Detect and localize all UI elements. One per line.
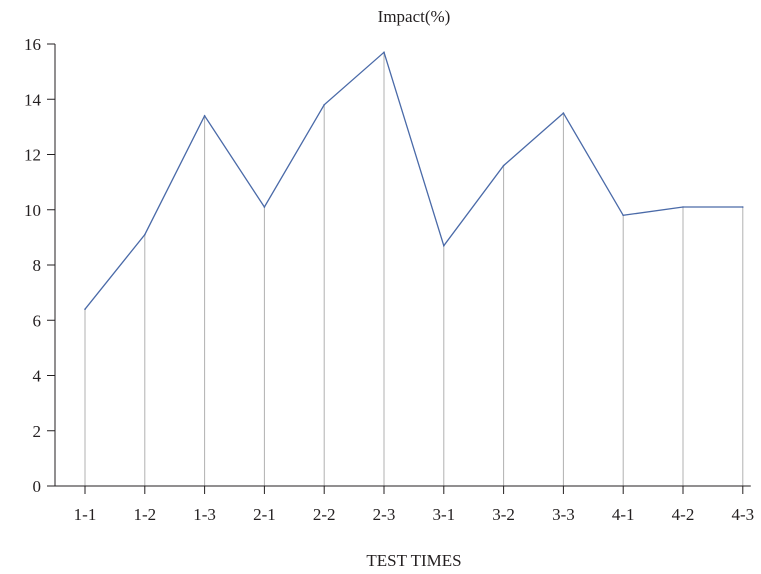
y-tick-label: 12 — [24, 146, 41, 165]
y-axis-ticks: 0 2 4 6 8 10 12 14 16 — [24, 35, 55, 496]
y-tick-label: 16 — [24, 35, 41, 54]
series-line — [84, 51, 743, 310]
x-tick-label: 4-2 — [672, 505, 695, 524]
data-point — [263, 206, 266, 208]
drop-lines — [84, 52, 744, 486]
x-tick-label: 3-2 — [492, 505, 515, 524]
x-axis-ticks: 1-1 1-2 1-3 2-1 2-2 2-3 3-1 3-2 3-3 4-1 4-2 4-3 — [74, 486, 754, 524]
data-point — [203, 115, 206, 117]
x-tick-label: 2-1 — [253, 505, 276, 524]
x-tick-label: 3-1 — [432, 505, 455, 524]
x-tick-label: 4-1 — [612, 505, 635, 524]
y-tick-label: 14 — [24, 90, 42, 109]
y-tick-label: 8 — [33, 256, 42, 275]
x-tick-label: 1-1 — [74, 505, 97, 524]
y-tick-label: 4 — [33, 367, 42, 386]
x-tick-label: 3-3 — [552, 505, 575, 524]
x-tick-label: 2-2 — [313, 505, 336, 524]
data-point — [443, 244, 445, 247]
data-series — [84, 51, 744, 311]
x-tick-label: 1-3 — [193, 505, 216, 524]
x-axis-title: TEST TIMES — [366, 551, 461, 570]
y-tick-label: 10 — [24, 201, 41, 220]
data-point — [144, 233, 146, 236]
data-point — [622, 214, 624, 217]
data-point — [323, 103, 326, 106]
y-tick-label: 2 — [33, 422, 42, 441]
data-point — [742, 206, 744, 208]
x-tick-label: 1-2 — [133, 505, 156, 524]
y-tick-label: 0 — [33, 477, 42, 496]
y-tick-label: 6 — [33, 311, 42, 330]
data-point — [682, 206, 684, 208]
x-tick-label: 4-3 — [731, 505, 754, 524]
data-point — [383, 51, 385, 54]
data-point — [562, 112, 565, 114]
x-tick-label: 2-3 — [373, 505, 396, 524]
data-point — [84, 308, 86, 311]
y-axis-title: Impact(%) — [378, 7, 451, 26]
axes — [54, 44, 751, 487]
data-point — [502, 164, 505, 167]
